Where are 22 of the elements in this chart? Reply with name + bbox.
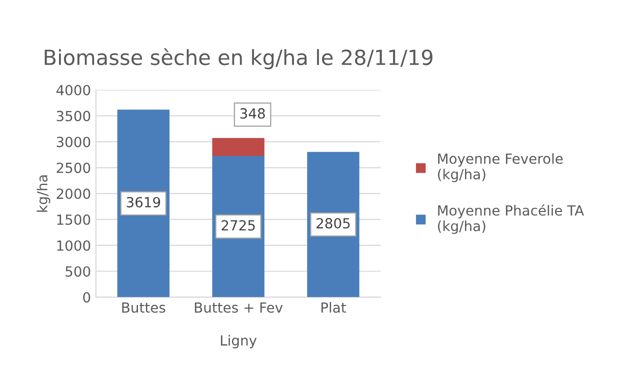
data-label: 2805 xyxy=(316,218,350,229)
y-tick-label: 500 xyxy=(66,266,90,277)
y-tick-label: 2500 xyxy=(56,162,90,174)
y-tick-label: 1500 xyxy=(57,214,90,225)
data-label: 2725 xyxy=(222,220,255,231)
data-label: 3619 xyxy=(126,196,160,208)
x-tick-label: Buttes xyxy=(122,302,166,313)
x-tick-label: Plat xyxy=(321,302,346,313)
y-tick-label: 3000 xyxy=(56,136,90,148)
legend-label: Moyenne Phacélie TA (kg/ha) xyxy=(438,204,584,234)
y-tick-label: 0 xyxy=(83,292,90,303)
x-tick-label: Buttes + Fev xyxy=(194,302,283,313)
legend-label: Moyenne Feverole (kg/ha) xyxy=(438,153,563,182)
bar xyxy=(212,138,264,156)
y-tick-label: 1000 xyxy=(57,240,90,251)
data-label: 348 xyxy=(240,108,265,119)
y-tick-label: 3500 xyxy=(56,110,90,122)
chart-title: Biomasse sèche en kg/ha le 28/11/19 xyxy=(44,48,432,70)
x-axis-title: Ligny xyxy=(220,334,257,348)
y-tick-label: 4000 xyxy=(56,84,90,96)
y-tick-label: 2000 xyxy=(56,188,90,200)
y-axis-title: kg/ha xyxy=(36,175,50,212)
